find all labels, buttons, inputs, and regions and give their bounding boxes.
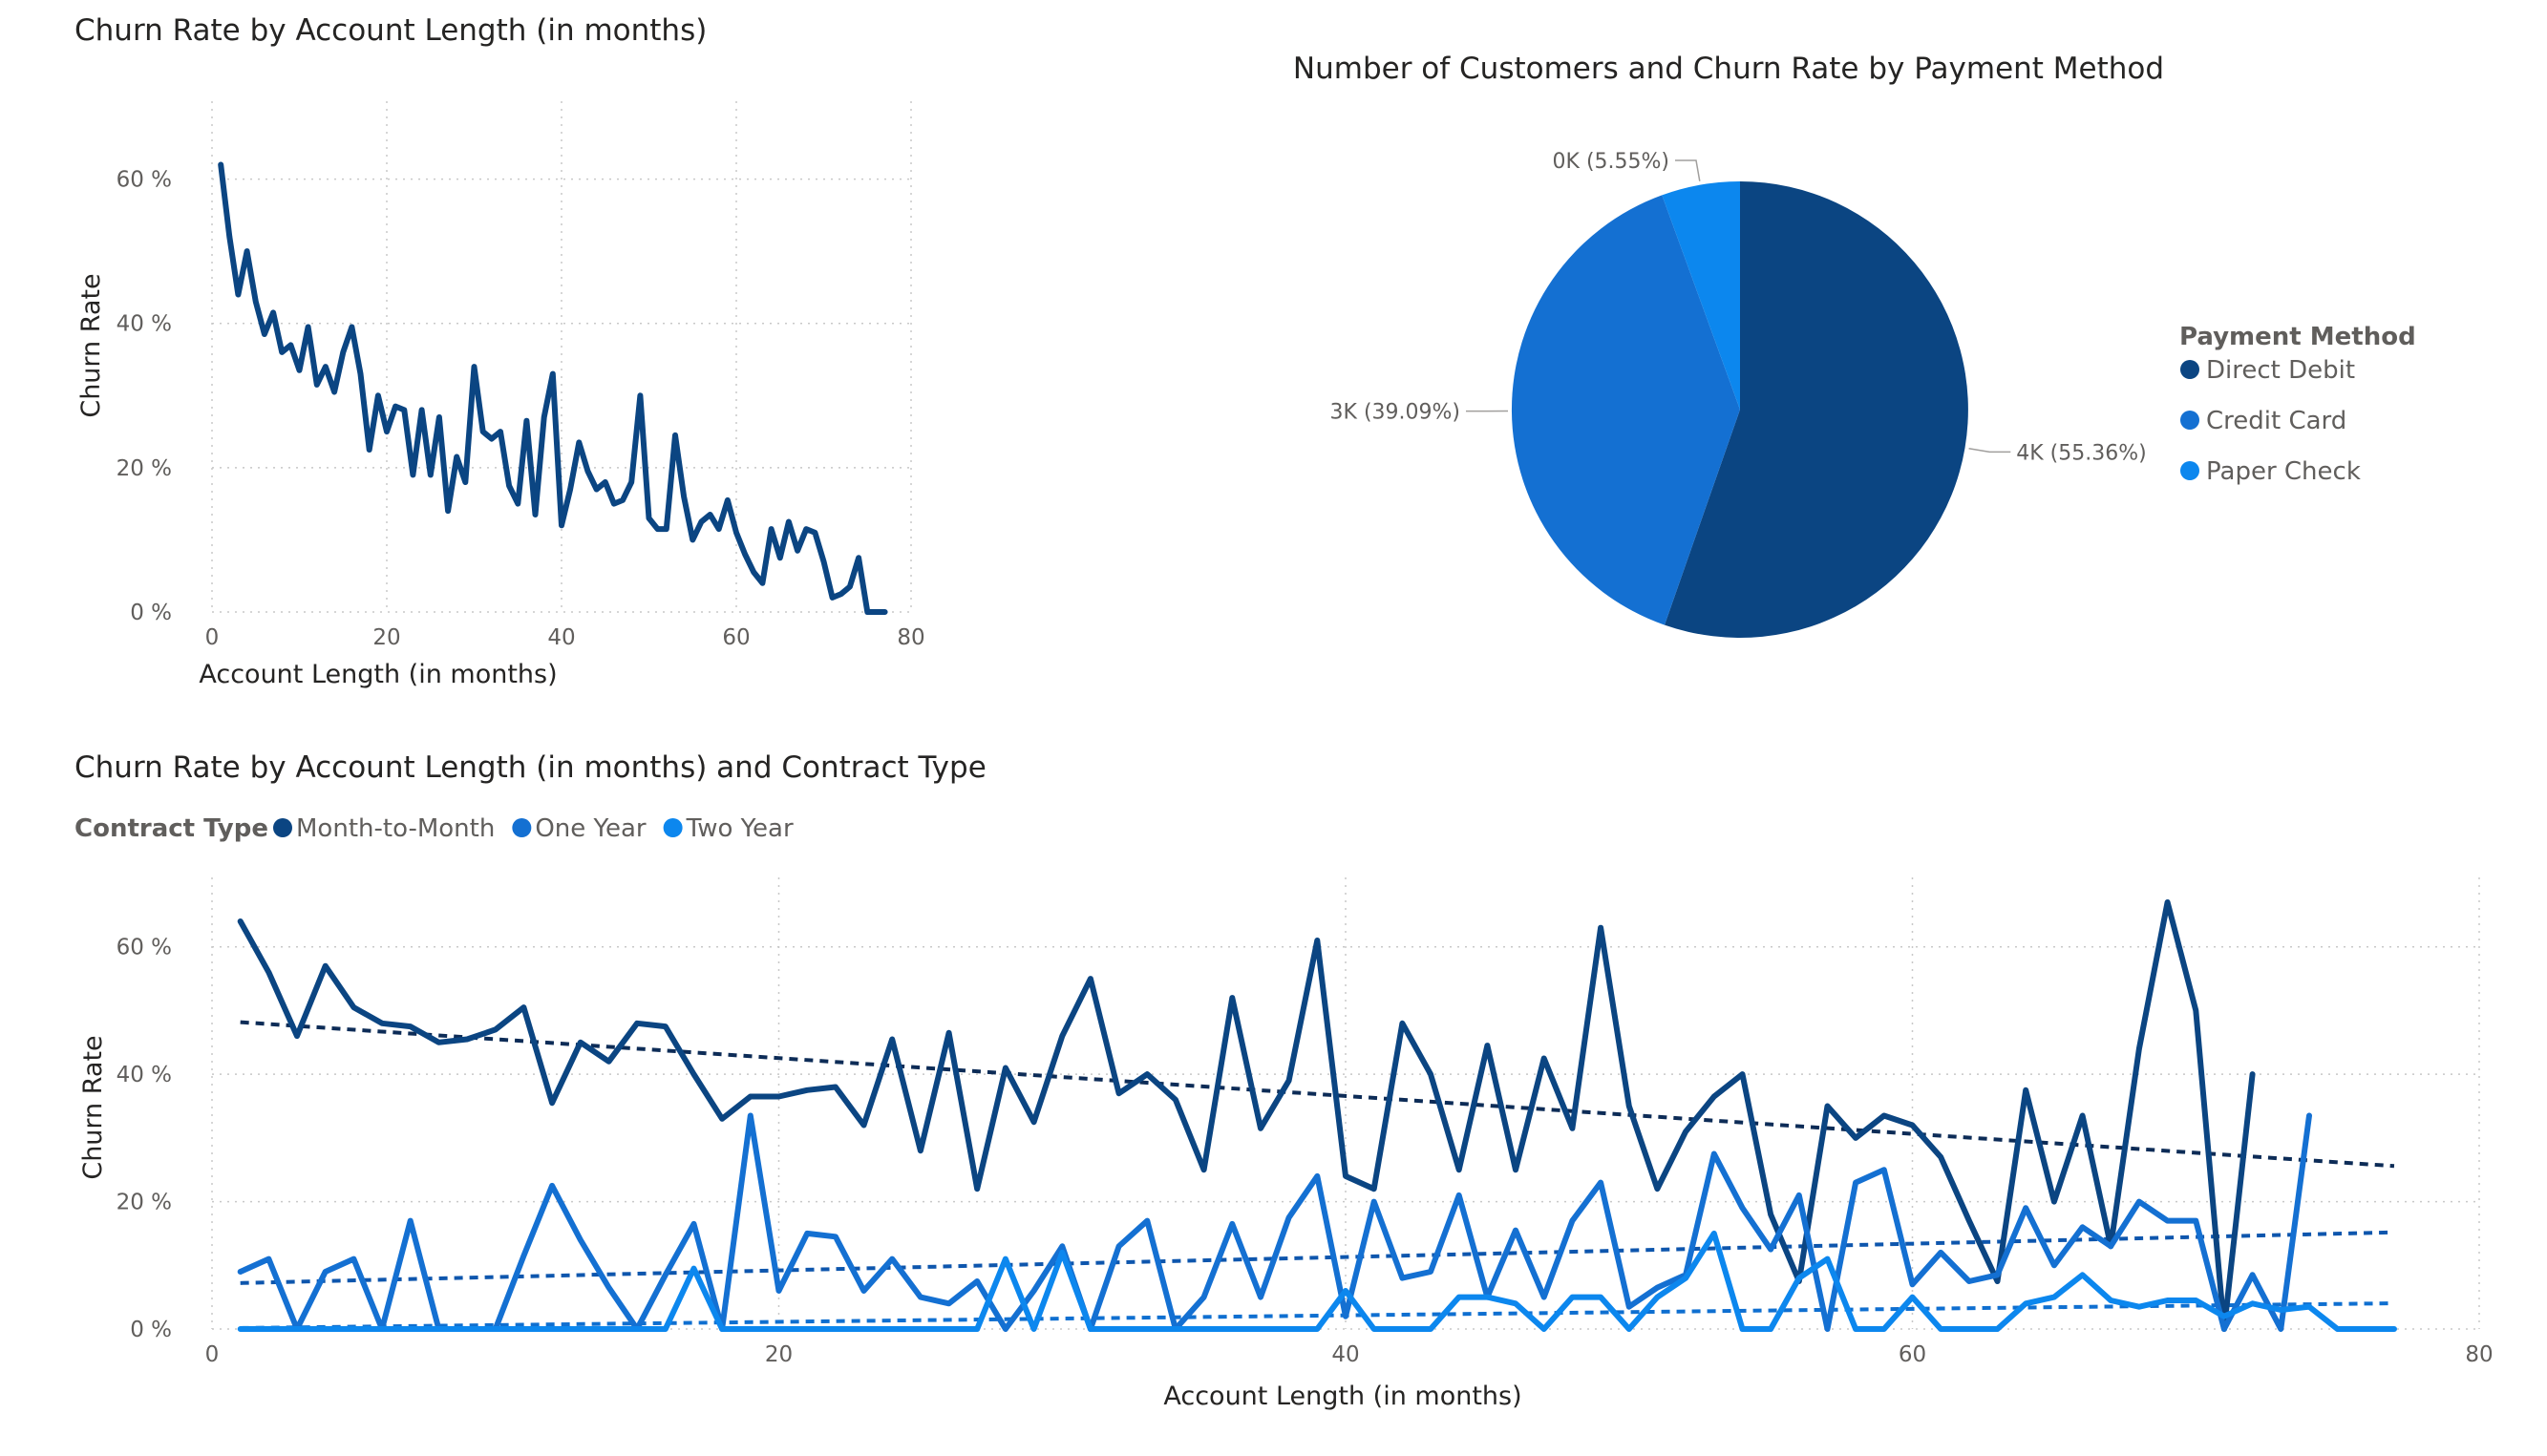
chart1-y-axis-title: Churn Rate [76,273,106,417]
x-tick-label: 60 [722,625,750,650]
pie-data-label: 0K (5.55%) [1553,150,1669,174]
churn-by-length-chart: Churn Rate by Account Length (in months)… [74,13,925,689]
chart1-series [221,165,884,613]
chart1-x-ticks: 0 20 40 60 80 [205,625,925,650]
contract-legend: Month-to-Month One Year Two Year [273,814,794,843]
contract-legend-title: Contract Type [74,814,268,843]
x-tick-label: 80 [897,625,924,650]
legend-marker [2180,360,2199,379]
chart2-title: Number of Customers and Churn Rate by Pa… [1293,52,2164,86]
legend-marker [512,818,531,837]
legend-item-label: Two Year [686,814,794,843]
x-tick-label: 40 [1331,1342,1359,1367]
legend-marker [664,818,683,837]
chart3-title: Churn Rate by Account Length (in months)… [74,750,987,785]
y-tick-label: 20 % [117,456,172,481]
chart1-x-axis-title: Account Length (in months) [199,660,557,689]
chart1-title: Churn Rate by Account Length (in months) [74,13,707,48]
pie-data-label: 3K (39.09%) [1330,401,1460,425]
x-tick-label: 0 [205,1342,220,1367]
y-tick-label: 60 % [117,936,172,960]
y-tick-label: 20 % [117,1191,172,1215]
chart3-series [241,902,2394,1329]
churn-by-length-contract-chart: Churn Rate by Account Length (in months)… [74,750,2494,1411]
chart3-y-axis-title: Churn Rate [78,1035,108,1179]
y-tick-label: 0 % [130,601,172,625]
payment-legend-title: Payment Method [2179,323,2416,351]
chart1-y-ticks: 0 % 20 % 40 % 60 % [117,168,172,625]
legend-item-label: Month-to-Month [296,814,495,843]
legend-marker [273,818,292,837]
pie-data-label: 4K (55.36%) [2016,441,2146,465]
chart3-y-ticks: 0 % 20 % 40 % 60 % [117,936,172,1342]
y-tick-label: 60 % [117,168,172,193]
legend-marker [2180,411,2199,430]
legend-item-label: Direct Debit [2206,356,2355,385]
legend-item-label: One Year [535,814,647,843]
payment-legend: Direct Debit Credit Card Paper Check [2180,356,2361,486]
x-tick-label: 80 [2465,1342,2493,1367]
x-tick-label: 40 [547,625,575,650]
pie-leader-line [1675,160,1700,181]
pie-leader-line [1969,449,2011,453]
x-tick-label: 20 [765,1342,793,1367]
y-tick-label: 0 % [130,1318,172,1342]
pie-slices [1512,181,1968,638]
y-tick-label: 40 % [117,312,172,337]
chart3-x-axis-title: Account Length (in months) [1163,1382,1521,1411]
legend-item-label: Paper Check [2206,457,2361,486]
series-line-0 [221,165,884,613]
chart3-x-ticks: 0 20 40 60 80 [205,1342,2494,1367]
customers-by-payment-chart: Number of Customers and Churn Rate by Pa… [1293,52,2416,638]
legend-marker [2180,461,2199,480]
series-line-one-year [241,1116,2309,1330]
y-tick-label: 40 % [117,1063,172,1087]
legend-item-label: Credit Card [2206,407,2346,435]
x-tick-label: 0 [205,625,220,650]
x-tick-label: 20 [372,625,400,650]
x-tick-label: 60 [1899,1342,1926,1367]
